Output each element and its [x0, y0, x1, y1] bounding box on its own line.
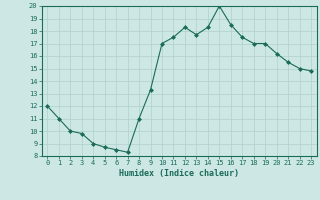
X-axis label: Humidex (Indice chaleur): Humidex (Indice chaleur) [119, 169, 239, 178]
